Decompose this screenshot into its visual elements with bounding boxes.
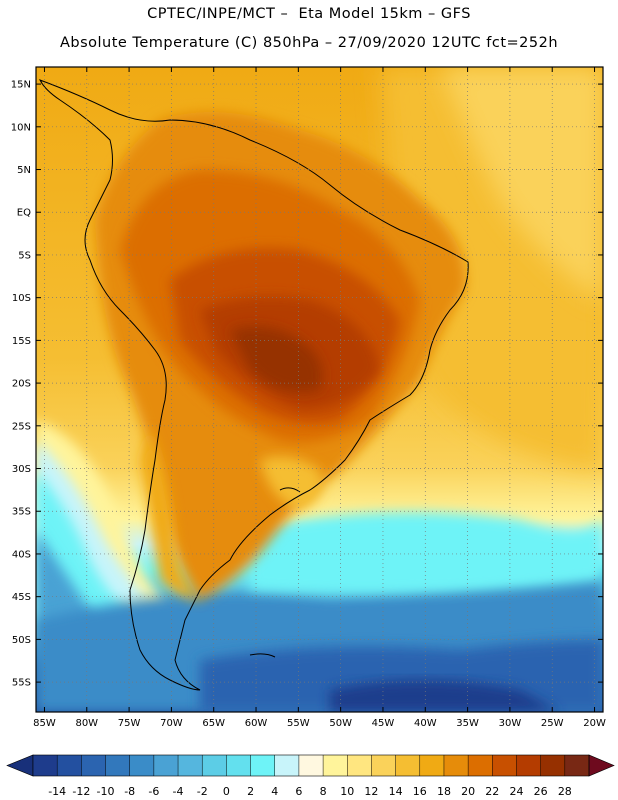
colorbar-swatch (105, 755, 130, 776)
colorbar-swatch (492, 755, 517, 776)
lat-label: 5S (18, 250, 31, 261)
lat-label: 35S (12, 507, 31, 518)
colorbar-high-arrow (588, 754, 615, 777)
lon-label: 50W (329, 718, 352, 729)
colorbar-label: 22 (485, 785, 499, 798)
axis-ticks (36, 67, 603, 712)
colorbar-label: 24 (509, 785, 523, 798)
lat-label: EQ (17, 208, 31, 219)
lon-label: 45W (372, 718, 395, 729)
lon-label: 55W (287, 718, 310, 729)
colorbar-label: 0 (223, 785, 230, 798)
colorbar-swatch (81, 755, 106, 776)
colorbar-label: 2 (247, 785, 254, 798)
lon-label: 20W (583, 718, 606, 729)
colorbar-swatch (298, 755, 324, 776)
map-subtitle: Absolute Temperature (C) 850hPa – 27/09/… (59, 35, 559, 51)
colorbar-swatch (395, 755, 421, 776)
lat-label: 25S (12, 421, 31, 432)
colorbar-frame (32, 754, 590, 777)
colorbar-label: 4 (271, 785, 278, 798)
lon-label: 80W (75, 718, 98, 729)
colorbar-swatch (129, 755, 155, 776)
colorbar-label: -12 (72, 785, 90, 798)
lat-label: 45S (12, 592, 31, 603)
lon-label: 60W (245, 718, 268, 729)
colorbar-label: 8 (320, 785, 327, 798)
lat-label: 10N (11, 122, 31, 133)
colorbar-label: -4 (173, 785, 184, 798)
colorbar-label: 28 (558, 785, 572, 798)
colorbar-label: -6 (148, 785, 159, 798)
colorbar-swatch (419, 755, 445, 776)
lon-label: 30W (499, 718, 522, 729)
colorbar-label: -8 (124, 785, 135, 798)
colorbar-swatch (33, 755, 58, 776)
colorbar-swatch (347, 755, 372, 776)
colorbar-label: -14 (48, 785, 66, 798)
colorbar-label: 6 (295, 785, 302, 798)
colorbar-swatch (153, 755, 179, 776)
colorbar-low-arrow (6, 754, 34, 777)
coastline (38, 79, 469, 691)
lon-label: 40W (414, 718, 437, 729)
lat-label: 5N (17, 165, 31, 176)
colorbar-label: 26 (534, 785, 548, 798)
graticule (36, 67, 603, 712)
colorbar-label: 10 (340, 785, 354, 798)
colorbar-swatch (250, 755, 276, 776)
colorbar-swatch (57, 755, 82, 776)
colorbar-swatch (540, 755, 566, 776)
lat-label: 30S (12, 464, 31, 475)
colorbar-label: 14 (389, 785, 403, 798)
colorbar-swatch (516, 755, 541, 776)
lon-label: 75W (118, 718, 141, 729)
lat-label: 55S (12, 678, 31, 689)
lon-label: 85W (33, 718, 56, 729)
latitude-labels: 15N 10N 5N EQ 5S 10S 15S 20S 25S 30S 35S 40S 45S 50S 5… (11, 80, 31, 689)
lat-label: 10S (12, 293, 31, 304)
colorbar-swatch (443, 755, 469, 776)
temperature-field (36, 67, 603, 712)
lat-label: 40S (12, 549, 31, 560)
lon-label: 35W (456, 718, 479, 729)
lat-label: 15N (11, 80, 31, 91)
colorbar-label: 16 (413, 785, 427, 798)
lat-label: 15S (12, 336, 31, 347)
lat-label: 20S (12, 379, 31, 390)
color-scale: -14 -12 -10 -8 -6 -4 -2 0 2 4 6 8 10 12 14 16 18 20 22 24 26… (6, 754, 615, 798)
colorbar-label: -10 (97, 785, 115, 798)
longitude-labels: 85W 80W 75W 70W 65W 60W 55W 50W 45W 40W 35W 30W 25W 2… (33, 718, 606, 729)
colorbar-swatch (564, 755, 590, 776)
map-frame (35, 66, 604, 713)
lon-label: 70W (160, 718, 183, 729)
lat-label: 50S (12, 635, 31, 646)
colorbar-swatch (178, 755, 203, 776)
map-title: CPTEC/INPE/MCT – Eta Model 15km – GFS (147, 6, 471, 22)
colorbar-swatch (323, 755, 348, 776)
colorbar-swatch (274, 755, 300, 776)
lon-label: 25W (541, 718, 564, 729)
colorbar-swatch (226, 755, 251, 776)
colorbar-label: 20 (461, 785, 475, 798)
colorbar-label: -2 (197, 785, 208, 798)
colorbar-label: 18 (437, 785, 451, 798)
colorbar-swatch (371, 755, 396, 776)
colorbar-swatch (468, 755, 493, 776)
lon-label: 65W (202, 718, 225, 729)
colorbar-label: 12 (364, 785, 378, 798)
colorbar-swatch (202, 755, 227, 776)
